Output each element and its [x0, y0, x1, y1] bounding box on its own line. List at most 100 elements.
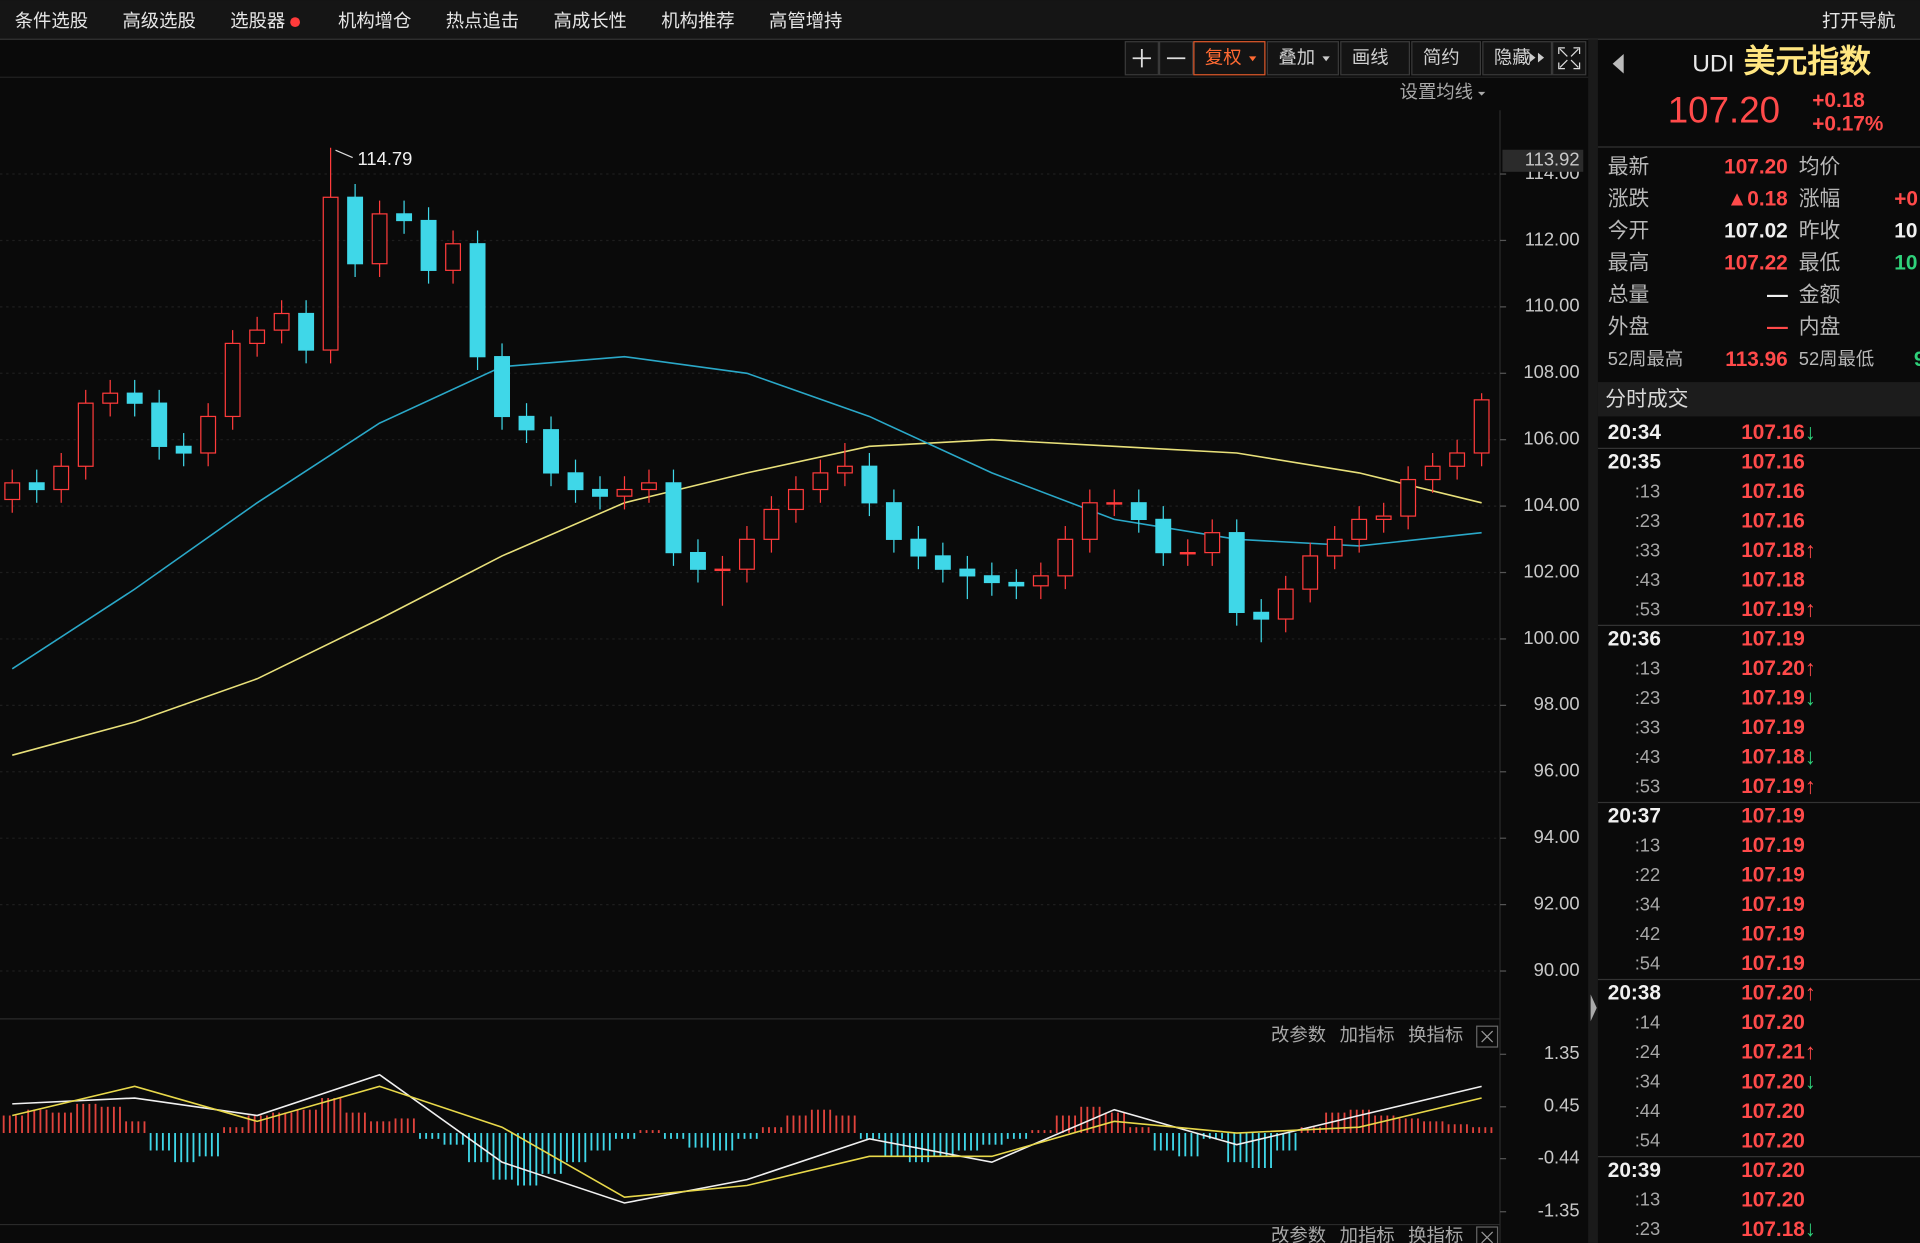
menu-item[interactable]: 机构增仓	[338, 10, 411, 31]
trade-price: 107.16	[1741, 421, 1805, 444]
candle-body	[126, 392, 143, 404]
y-tick-label: 92.00	[1534, 892, 1580, 913]
candle-body	[53, 465, 70, 491]
trade-time: :53	[1635, 598, 1661, 619]
candle-body	[249, 329, 266, 345]
trade-time: :34	[1635, 1071, 1661, 1092]
trade-price: 107.19	[1741, 952, 1805, 975]
trade-price: 107.20	[1741, 1159, 1805, 1182]
trade-time: 20:39	[1608, 1159, 1661, 1182]
fullscreen-button[interactable]	[1552, 41, 1587, 76]
trade-direction: ↑	[1805, 537, 1816, 562]
splitter-handle[interactable]	[1590, 994, 1597, 1022]
quote-label: 最高	[1608, 252, 1650, 275]
candle-body	[1228, 532, 1245, 613]
candle-body	[1179, 551, 1196, 555]
plus-icon	[1132, 49, 1152, 68]
candle-body	[445, 243, 462, 271]
trade-price: 107.19	[1741, 628, 1805, 651]
trade-time: :53	[1635, 776, 1661, 797]
candle-body	[836, 465, 853, 474]
quote-label: 均价	[1799, 155, 1841, 178]
close-icon	[1481, 1231, 1494, 1243]
toolbar-button[interactable]	[1411, 41, 1482, 76]
menu-item[interactable]: 高成长性	[553, 10, 626, 31]
quote-value: 9	[1914, 348, 1920, 371]
trade-direction: ↓	[1805, 1216, 1816, 1241]
trade-direction: ↑	[1805, 655, 1816, 680]
quote-value: ▲0.18	[1727, 187, 1788, 210]
toolbar-button[interactable]	[1482, 41, 1553, 76]
candle-body	[592, 488, 608, 497]
toolbar-button[interactable]	[1340, 41, 1410, 76]
candle-body	[1032, 575, 1049, 587]
quote-label: 52周最高	[1608, 348, 1684, 369]
trade-price: 107.20	[1741, 657, 1805, 680]
candle-body	[910, 538, 927, 557]
nav-link[interactable]: 打开导航	[1822, 10, 1895, 31]
candle-body	[714, 568, 731, 572]
close-button[interactable]	[1476, 1025, 1499, 1048]
candle-body	[102, 392, 119, 404]
indicator-button[interactable]: 改参数	[1271, 1225, 1326, 1243]
menu-item[interactable]: 选股器	[230, 10, 285, 31]
quote-label: 内盘	[1799, 316, 1841, 339]
indicator-button[interactable]: 换指标	[1408, 1225, 1463, 1243]
quote-label: 52周最低	[1799, 348, 1875, 369]
price: 107.20	[1668, 89, 1780, 130]
trade-price: 107.19	[1741, 716, 1805, 739]
y-tick-label: -0.44	[1538, 1147, 1580, 1168]
expand-icon	[1529, 52, 1545, 63]
candle-body	[494, 356, 510, 418]
menu-item[interactable]: 热点追击	[446, 10, 519, 31]
trade-price: 107.21	[1741, 1041, 1805, 1064]
indicator-button[interactable]: 加指标	[1340, 1024, 1395, 1045]
quote-value: 107.20	[1724, 155, 1788, 178]
quote-value: —	[1767, 284, 1788, 307]
candle-body	[1253, 611, 1270, 620]
trade-time: :33	[1635, 716, 1661, 737]
candle-body	[347, 196, 364, 265]
trade-time: :23	[1635, 1218, 1661, 1239]
menu-bar	[0, 0, 1920, 40]
annotation-arrow	[335, 149, 353, 159]
quote-label: 今开	[1608, 219, 1650, 242]
trade-direction: ↑	[1805, 980, 1816, 1005]
name: 美元指数	[1744, 43, 1871, 79]
menu-item[interactable]: 机构推荐	[661, 10, 734, 31]
menu-item[interactable]: 高级选股	[122, 10, 195, 31]
ma-setting[interactable]: 设置均线	[1400, 81, 1473, 102]
close-button[interactable]	[1476, 1226, 1499, 1243]
dropdown-caret	[1248, 56, 1257, 62]
annotation: 114.79	[358, 148, 413, 169]
y-tick-label: 104.00	[1523, 494, 1579, 515]
candle-body	[1473, 399, 1490, 454]
trade-time: :24	[1635, 1041, 1661, 1062]
candle-body	[224, 342, 241, 418]
y-tick-label: 98.00	[1534, 693, 1580, 714]
indicator-button[interactable]: 加指标	[1340, 1225, 1395, 1243]
trade-time: :43	[1635, 746, 1661, 767]
trade-price: 107.19	[1741, 687, 1805, 710]
candle-body	[1351, 518, 1368, 540]
indicator-button[interactable]: 改参数	[1271, 1024, 1326, 1045]
quote-label: 总量	[1608, 284, 1650, 307]
trade-time: :34	[1635, 894, 1661, 915]
candle-body	[885, 502, 902, 540]
indicator-button[interactable]: 换指标	[1408, 1024, 1463, 1045]
candle-body	[273, 312, 290, 331]
menu-item[interactable]: 条件选股	[15, 10, 88, 31]
y-tick-label: 96.00	[1534, 760, 1580, 781]
candle-body	[1130, 502, 1147, 521]
quote-label: 涨幅	[1799, 187, 1841, 210]
menu-item[interactable]: 高管增持	[769, 10, 842, 31]
candle-body	[934, 555, 951, 570]
toolbar-label: 简约	[1423, 47, 1460, 68]
collapse-arrow[interactable]	[1612, 53, 1624, 74]
overlay-line	[12, 438, 1482, 756]
candle-body	[861, 465, 878, 504]
change-pct: +0.17%	[1812, 112, 1883, 135]
candle-body	[1400, 478, 1417, 517]
trades-header	[1597, 382, 1920, 417]
candle-body	[298, 312, 315, 351]
